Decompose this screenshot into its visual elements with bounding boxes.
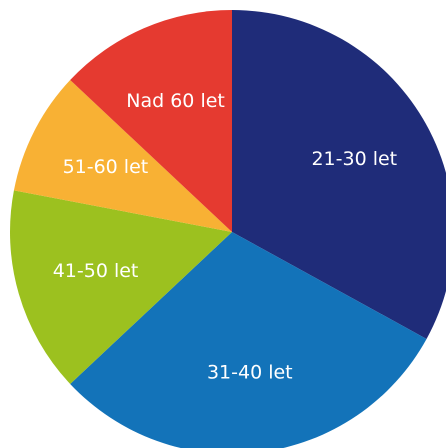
pie-slice	[70, 10, 232, 232]
slice-label: Nad 60 let	[126, 90, 225, 112]
slice-label: 51-60 let	[63, 156, 149, 178]
slice-label: 21-30 let	[311, 148, 397, 170]
slice-label: 31-40 let	[207, 361, 293, 383]
slice-label: 41-50 let	[53, 260, 139, 282]
pie-slice	[232, 10, 446, 339]
pie-slice	[70, 232, 427, 448]
pie-slice	[13, 80, 232, 232]
pie-slice	[9, 190, 232, 384]
